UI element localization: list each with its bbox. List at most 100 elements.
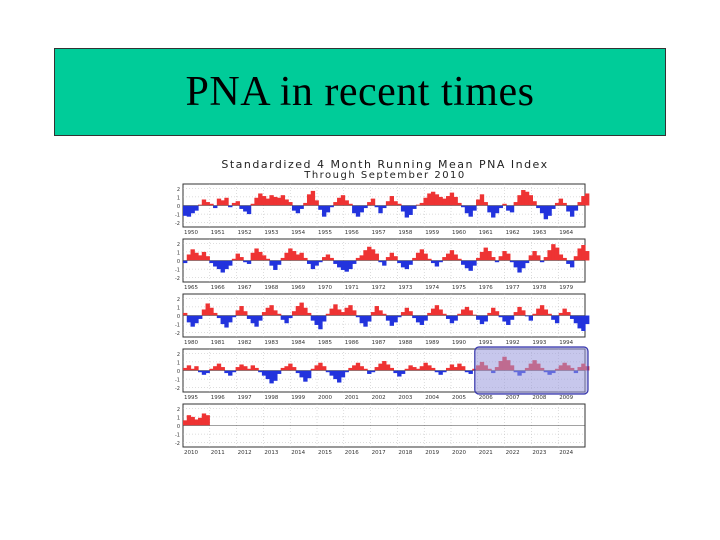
negative-area-mark: [476, 315, 481, 320]
negative-area-mark: [224, 370, 229, 374]
positive-area-mark: [254, 248, 259, 261]
positive-area-mark: [404, 307, 410, 316]
positive-area-mark: [472, 314, 477, 316]
positive-area-mark: [322, 366, 327, 371]
negative-area-mark: [265, 370, 271, 380]
negative-area-mark: [585, 315, 590, 325]
positive-area-mark: [585, 193, 590, 206]
negative-area-mark: [415, 315, 421, 323]
positive-area-mark: [457, 313, 462, 316]
y-tick-label: 2: [177, 297, 180, 303]
x-tick-label: 1952: [238, 230, 252, 236]
negative-area-mark: [295, 370, 301, 374]
negative-area-mark: [337, 370, 342, 383]
positive-area-mark: [265, 258, 271, 261]
positive-area-mark: [194, 419, 199, 426]
positive-area-mark: [506, 253, 511, 261]
x-tick-label: 1978: [532, 285, 546, 291]
slide-title-box: PNA in recent times: [54, 48, 666, 136]
positive-area-mark: [348, 367, 353, 371]
positive-area-mark: [498, 256, 503, 261]
positive-area-mark: [547, 313, 552, 316]
positive-area-mark: [419, 202, 425, 206]
negative-area-mark: [246, 315, 252, 319]
positive-area-mark: [363, 250, 368, 261]
negative-area-mark: [276, 370, 282, 374]
positive-area-mark: [543, 309, 549, 316]
positive-area-mark: [551, 244, 556, 261]
negative-area-mark: [246, 260, 252, 264]
negative-area-mark: [581, 315, 586, 331]
positive-area-mark: [562, 202, 567, 206]
positive-area-mark: [276, 197, 282, 206]
negative-area-mark: [258, 370, 263, 373]
positive-area-mark: [359, 366, 364, 371]
positive-area-mark: [318, 362, 323, 371]
positive-area-mark: [581, 245, 586, 261]
positive-area-mark: [291, 251, 297, 261]
x-tick-label: 2024: [559, 450, 573, 456]
x-tick-label: 2017: [372, 450, 386, 456]
negative-area-mark: [393, 370, 398, 374]
negative-area-mark: [325, 370, 331, 373]
x-tick-label: 1971: [345, 285, 359, 291]
negative-area-mark: [404, 205, 410, 218]
positive-area-mark: [378, 310, 383, 316]
negative-area-mark: [261, 370, 267, 376]
positive-area-mark: [205, 415, 210, 426]
negative-area-mark: [295, 205, 301, 214]
positive-area-mark: [258, 193, 263, 206]
x-tick-label: 1974: [425, 285, 439, 291]
positive-area-mark: [577, 202, 582, 206]
negative-area-mark: [224, 260, 229, 270]
negative-area-mark: [318, 260, 323, 263]
positive-area-mark: [303, 257, 308, 261]
negative-area-mark: [228, 370, 233, 376]
positive-area-mark: [385, 257, 391, 261]
positive-area-mark: [291, 367, 297, 371]
positive-area-mark: [280, 195, 286, 206]
negative-area-mark: [491, 205, 496, 218]
x-tick-label: 1962: [506, 230, 520, 236]
negative-area-mark: [506, 205, 511, 211]
positive-area-mark: [367, 202, 372, 206]
positive-area-mark: [461, 366, 466, 371]
positive-area-mark: [224, 197, 229, 206]
positive-area-mark: [532, 313, 537, 316]
positive-area-mark: [198, 204, 203, 206]
positive-area-mark: [528, 255, 533, 261]
negative-area-mark: [378, 205, 383, 214]
x-tick-label: 1979: [559, 285, 573, 291]
positive-area-mark: [453, 254, 458, 261]
positive-area-mark: [494, 311, 500, 316]
positive-area-mark: [340, 195, 346, 206]
positive-area-mark: [340, 312, 346, 316]
positive-area-mark: [415, 368, 421, 371]
positive-area-mark: [476, 257, 481, 261]
positive-area-mark: [243, 311, 248, 316]
negative-area-mark: [340, 370, 346, 378]
negative-area-mark: [494, 260, 500, 263]
negative-area-mark: [573, 205, 579, 211]
positive-area-mark: [562, 308, 567, 316]
positive-area-mark: [562, 257, 567, 261]
y-tick-label: 1: [177, 415, 180, 421]
negative-area-mark: [483, 315, 488, 322]
negative-area-mark: [487, 205, 492, 213]
x-tick-label: 1975: [452, 285, 466, 291]
positive-area-mark: [284, 252, 289, 261]
positive-area-mark: [521, 190, 526, 206]
positive-area-mark: [427, 258, 432, 261]
x-tick-label: 2007: [506, 395, 520, 401]
positive-area-mark: [438, 196, 443, 206]
positive-area-mark: [445, 367, 451, 371]
x-tick-label: 1961: [479, 230, 493, 236]
pna-chart: Standardized 4 Month Running Mean PNA In…: [150, 156, 600, 456]
positive-area-mark: [198, 417, 203, 426]
positive-area-mark: [246, 368, 252, 371]
negative-area-mark: [190, 205, 195, 214]
negative-area-mark: [494, 205, 500, 214]
positive-area-mark: [314, 365, 319, 371]
x-tick-label: 1987: [372, 340, 386, 346]
x-tick-label: 1951: [211, 230, 225, 236]
